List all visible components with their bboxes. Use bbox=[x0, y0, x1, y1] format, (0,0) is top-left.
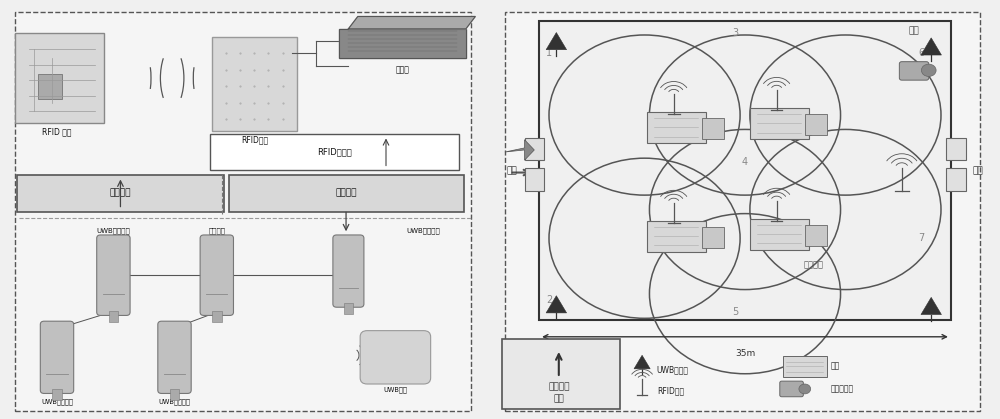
FancyBboxPatch shape bbox=[15, 13, 471, 411]
FancyBboxPatch shape bbox=[200, 235, 233, 316]
Bar bbox=[109, 311, 118, 323]
Polygon shape bbox=[339, 29, 466, 57]
Text: 1: 1 bbox=[546, 49, 552, 59]
Text: UWB标签: UWB标签 bbox=[383, 386, 407, 393]
FancyBboxPatch shape bbox=[805, 114, 827, 135]
Text: 手持读写器: 手持读写器 bbox=[831, 385, 854, 393]
Polygon shape bbox=[546, 33, 567, 50]
Text: 2: 2 bbox=[546, 295, 552, 305]
FancyBboxPatch shape bbox=[17, 175, 224, 212]
Text: 7: 7 bbox=[918, 233, 925, 243]
Polygon shape bbox=[505, 140, 534, 160]
Bar bbox=[339, 29, 466, 57]
FancyBboxPatch shape bbox=[505, 13, 980, 411]
FancyBboxPatch shape bbox=[780, 381, 803, 397]
Text: 工位: 工位 bbox=[831, 362, 840, 371]
Text: UWB从传感器: UWB从传感器 bbox=[41, 398, 73, 405]
FancyBboxPatch shape bbox=[15, 33, 104, 123]
Polygon shape bbox=[921, 38, 941, 55]
FancyBboxPatch shape bbox=[702, 118, 724, 139]
Polygon shape bbox=[921, 297, 941, 315]
FancyBboxPatch shape bbox=[210, 134, 459, 171]
Bar bbox=[946, 137, 966, 160]
FancyBboxPatch shape bbox=[158, 321, 191, 393]
Text: 3: 3 bbox=[732, 28, 738, 38]
Text: 入口: 入口 bbox=[507, 166, 518, 175]
Text: 可识别区: 可识别区 bbox=[804, 260, 824, 269]
FancyBboxPatch shape bbox=[750, 108, 809, 139]
FancyBboxPatch shape bbox=[97, 235, 130, 316]
Text: 6: 6 bbox=[918, 49, 924, 59]
Text: UWB传感器: UWB传感器 bbox=[657, 365, 689, 374]
Polygon shape bbox=[348, 16, 475, 29]
Text: 读写器: 读写器 bbox=[396, 66, 409, 75]
Text: UWB从传感器: UWB从传感器 bbox=[407, 228, 440, 234]
Text: RFID 标签: RFID 标签 bbox=[42, 127, 72, 136]
Text: RFID中间件: RFID中间件 bbox=[317, 147, 352, 157]
Text: 精确定位: 精确定位 bbox=[335, 189, 357, 198]
Text: 区域定位: 区域定位 bbox=[110, 189, 131, 198]
FancyBboxPatch shape bbox=[229, 175, 464, 212]
FancyBboxPatch shape bbox=[502, 339, 620, 409]
Text: 时间同步: 时间同步 bbox=[208, 228, 225, 234]
FancyBboxPatch shape bbox=[783, 356, 827, 377]
Bar bbox=[524, 168, 544, 191]
Text: RFID天线: RFID天线 bbox=[657, 386, 684, 396]
FancyBboxPatch shape bbox=[40, 321, 74, 393]
FancyBboxPatch shape bbox=[899, 62, 929, 80]
Bar bbox=[38, 74, 62, 98]
FancyBboxPatch shape bbox=[647, 221, 706, 251]
Text: UWB主传感器: UWB主传感器 bbox=[97, 228, 130, 234]
Bar bbox=[170, 389, 179, 401]
Text: UWB从传感器: UWB从传感器 bbox=[159, 398, 190, 405]
Text: RFID天线: RFID天线 bbox=[241, 136, 268, 145]
Bar bbox=[344, 303, 353, 314]
Text: 35m: 35m bbox=[735, 349, 755, 358]
Text: 4: 4 bbox=[742, 157, 748, 167]
FancyBboxPatch shape bbox=[360, 331, 431, 384]
Bar bbox=[539, 21, 951, 321]
Polygon shape bbox=[546, 296, 567, 313]
Polygon shape bbox=[634, 355, 650, 369]
FancyBboxPatch shape bbox=[333, 235, 364, 307]
Text: 5: 5 bbox=[732, 307, 738, 317]
FancyBboxPatch shape bbox=[212, 37, 297, 132]
Bar bbox=[524, 137, 544, 160]
Text: 盲区: 盲区 bbox=[909, 26, 919, 35]
FancyBboxPatch shape bbox=[702, 227, 724, 248]
FancyBboxPatch shape bbox=[805, 225, 827, 246]
FancyBboxPatch shape bbox=[647, 112, 706, 143]
Text: 出口: 出口 bbox=[972, 166, 983, 175]
Circle shape bbox=[921, 64, 936, 76]
Text: 定位设备
布局: 定位设备 布局 bbox=[548, 383, 570, 403]
Bar bbox=[52, 389, 62, 401]
FancyBboxPatch shape bbox=[750, 219, 809, 250]
Bar bbox=[946, 168, 966, 191]
Circle shape bbox=[799, 384, 811, 394]
Bar bbox=[212, 311, 222, 323]
